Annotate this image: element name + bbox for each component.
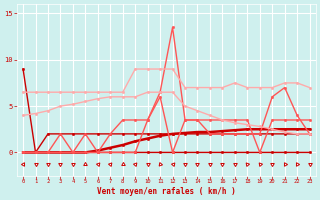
X-axis label: Vent moyen/en rafales ( km/h ): Vent moyen/en rafales ( km/h ) (97, 187, 236, 196)
